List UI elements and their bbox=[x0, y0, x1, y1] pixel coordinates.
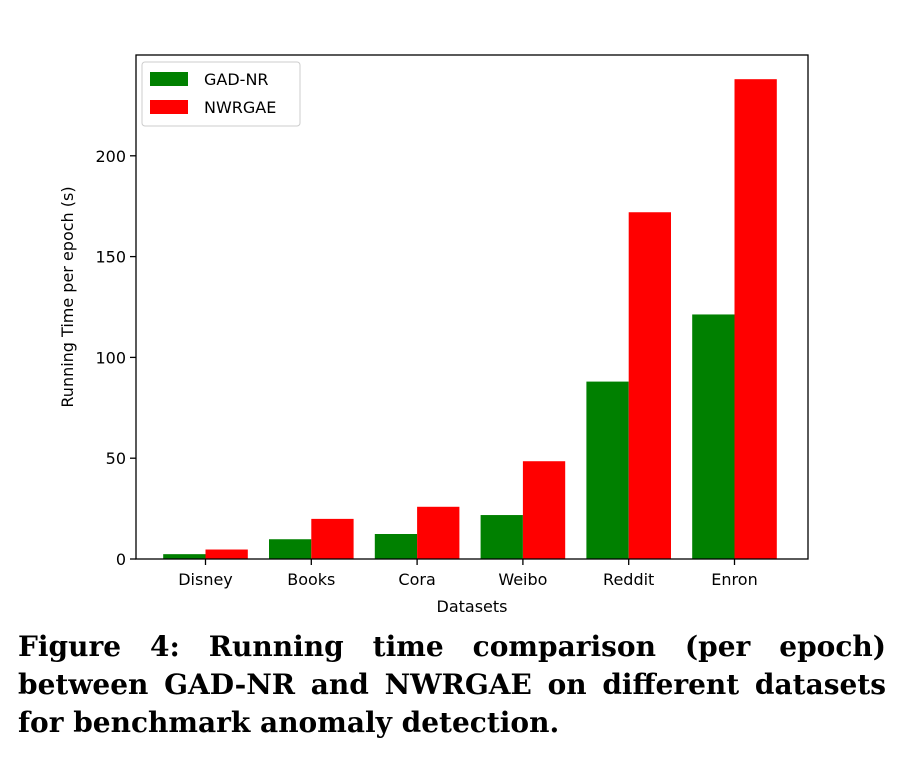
y-tick-label: 200 bbox=[95, 147, 126, 166]
x-tick-label-enron: Enron bbox=[711, 570, 757, 589]
x-tick-label-disney: Disney bbox=[178, 570, 233, 589]
bar-gad-nr-weibo bbox=[480, 515, 523, 559]
x-axis: Disney Books Cora Weibo Reddit Enron bbox=[178, 559, 758, 589]
bar-gad-nr-cora bbox=[374, 534, 418, 559]
y-axis-label: Running Time per epoch (s) bbox=[58, 186, 77, 407]
legend: GAD-NR NWRGAE bbox=[141, 61, 301, 127]
bar-gad-nr-reddit bbox=[586, 381, 629, 559]
y-tick-label: 0 bbox=[116, 550, 126, 569]
x-tick-label-reddit: Reddit bbox=[603, 570, 654, 589]
y-tick-label: 100 bbox=[95, 348, 126, 367]
legend-swatch-nwrgae bbox=[150, 100, 188, 114]
legend-label-nwrgae: NWRGAE bbox=[204, 98, 276, 117]
x-axis-label: Datasets bbox=[437, 597, 508, 616]
bar-chart: 0 50 100 150 200 Disney Books Cora Weibo Reddit E… bbox=[58, 54, 809, 616]
y-axis: 0 50 100 150 200 bbox=[95, 147, 136, 569]
bar-gad-nr-books bbox=[269, 539, 312, 559]
plot-frame bbox=[135, 54, 809, 560]
bar-nwrgae-disney bbox=[205, 549, 248, 559]
x-tick-label-cora: Cora bbox=[398, 570, 435, 589]
bar-nwrgae-reddit bbox=[628, 212, 671, 560]
bar-nwrgae-cora bbox=[417, 506, 460, 559]
x-tick-label-books: Books bbox=[287, 570, 335, 589]
bar-nwrgae-weibo bbox=[522, 461, 566, 559]
y-tick-label: 150 bbox=[95, 248, 126, 267]
bar-gad-nr-enron bbox=[692, 314, 735, 559]
legend-label-gad-nr: GAD-NR bbox=[204, 70, 269, 89]
x-tick-label-weibo: Weibo bbox=[498, 570, 547, 589]
bar-nwrgae-books bbox=[311, 518, 354, 559]
legend-swatch-gad-nr bbox=[150, 72, 188, 86]
bars-group bbox=[163, 79, 777, 560]
bar-nwrgae-enron bbox=[734, 79, 777, 559]
figure-caption: Figure 4: Running time comparison (per e… bbox=[18, 630, 886, 739]
y-tick-label: 50 bbox=[106, 449, 126, 468]
bar-gad-nr-disney bbox=[163, 554, 206, 559]
